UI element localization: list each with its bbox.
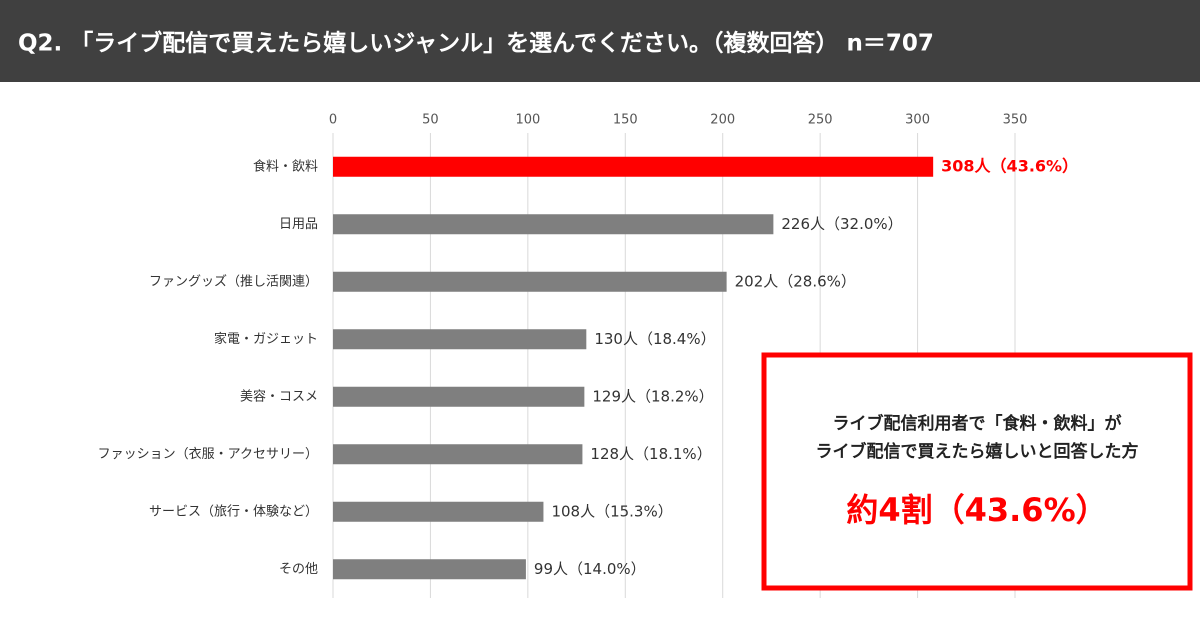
x-tick-label: 200 [710, 113, 735, 128]
value-label: 202人（28.6%） [735, 272, 856, 290]
y-tick-label: 家電・ガジェット [214, 331, 318, 347]
x-tick-label: 100 [515, 113, 540, 128]
value-label: 130人（18.4%） [594, 330, 715, 348]
x-tick-label: 150 [613, 113, 638, 128]
chart-title: Q2. 「ライブ配信で買えたら嬉しいジャンル」を選んでください。（複数回答） n… [18, 30, 934, 57]
value-label: 129人（18.2%） [592, 387, 713, 405]
bar [333, 329, 587, 350]
header-bar [0, 0, 1200, 82]
callout-text: ライブ配信で買えたら嬉しいと回答した方 [816, 441, 1139, 462]
y-tick-label: その他 [279, 562, 318, 577]
y-tick-label: 日用品 [279, 217, 318, 232]
y-tick-label: 美容・コスメ [240, 388, 318, 404]
bar [333, 271, 727, 292]
bar [333, 501, 544, 522]
value-label: 308人（43.6%） [941, 156, 1078, 175]
bar [333, 444, 583, 465]
bar [333, 559, 526, 580]
x-tick-label: 50 [422, 113, 439, 128]
x-tick-label: 250 [808, 113, 833, 128]
y-tick-label: サービス（旅行・体験など） [149, 504, 318, 519]
y-tick-label: 食料・飲料 [253, 158, 318, 174]
y-tick-label: ファングッズ（推し活関連） [149, 273, 318, 289]
x-tick-label: 0 [329, 113, 337, 128]
value-label: 99人（14.0%） [534, 560, 646, 578]
bar [333, 214, 774, 235]
value-label: 226人（32.0%） [781, 215, 902, 233]
callout-box [761, 352, 1193, 591]
value-label: 108人（15.3%） [551, 502, 672, 520]
y-tick-label: ファッション（衣服・アクセサリー） [98, 446, 318, 462]
x-tick-label: 350 [1003, 113, 1028, 128]
callout-highlight: 約4割（43.6%） [846, 491, 1107, 529]
x-tick-label: 300 [905, 113, 930, 128]
bar [333, 386, 585, 407]
value-label: 128人（18.1%） [590, 445, 711, 463]
bar [333, 156, 934, 177]
callout-text: ライブ配信利用者で「食料・飲料」が [833, 413, 1122, 434]
